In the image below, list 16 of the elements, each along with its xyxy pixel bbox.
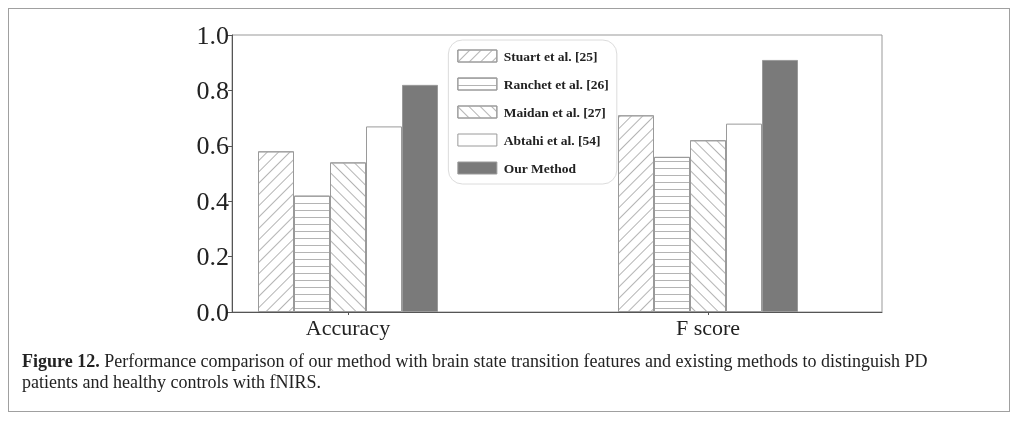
x-tick-label: F score [675, 314, 741, 340]
x-tick-label: Accuracy [305, 314, 391, 340]
legend-label: Stuart et al. [25] [503, 48, 598, 64]
text: Performance comparison of our method with brain state transition features and existing methods to distinguish PD [104, 351, 928, 371]
y-tick-label: 0.0 [196, 297, 229, 327]
legend-label: Maidan et al. [27] [503, 104, 606, 120]
text: patients and healthy controls with fNIRS. [22, 372, 321, 392]
legend-label: Abtahi et al. [54] [503, 132, 601, 148]
y-tick-label: 0.2 [196, 242, 229, 272]
y-tick-label: 0.4 [196, 186, 229, 216]
legend-label: Our Method [503, 160, 577, 176]
y-tick-label: 1.0 [196, 20, 229, 50]
legend-label: Ranchet et al. [26] [503, 76, 609, 92]
y-tick-label: 0.6 [196, 131, 229, 161]
y-tick-label: 0.8 [196, 75, 229, 105]
caption: Figure 12. [22, 351, 100, 371]
